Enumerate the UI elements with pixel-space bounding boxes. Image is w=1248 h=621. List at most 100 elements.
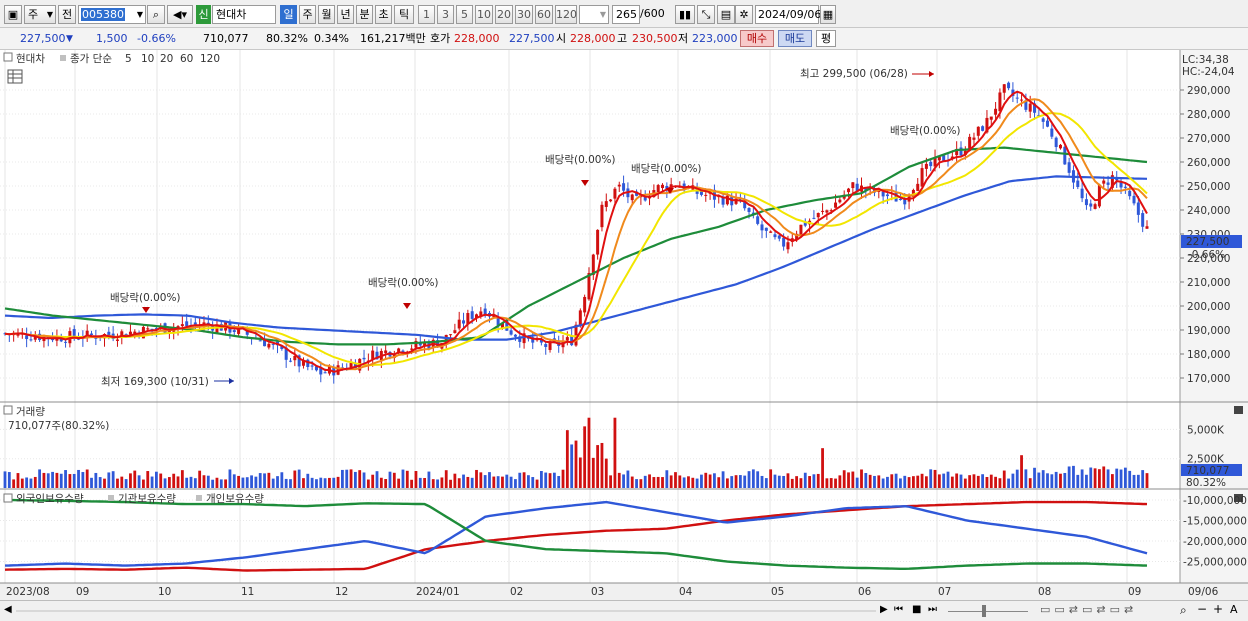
code-input[interactable]: 005380 ▼ (78, 5, 146, 24)
x-tick-label: 02 (510, 586, 523, 598)
minute-10-button[interactable]: 10 (475, 5, 493, 24)
price-tick-label: 260,000 (1187, 157, 1230, 169)
font-size-icon[interactable]: A (1230, 603, 1238, 616)
candle-body (1067, 162, 1071, 173)
open-label: 시 (556, 32, 567, 45)
candle-body (898, 198, 902, 201)
volume-bar (868, 474, 872, 488)
last-icon[interactable]: ⏭ (928, 604, 937, 615)
volume-bar (894, 473, 898, 488)
volume-bar (687, 476, 690, 488)
period-weekly-tab[interactable]: 주 (299, 5, 316, 24)
type-select[interactable]: 주 ▼ (24, 5, 56, 24)
volume-bar (384, 479, 388, 488)
candle-body (782, 237, 786, 247)
period-tick-tab[interactable]: 틱 (394, 5, 414, 24)
holdings-close-icon[interactable] (1234, 494, 1243, 502)
holdings-legend-box-icon[interactable] (3, 493, 13, 503)
zoom-out-icon[interactable]: − (1197, 602, 1208, 616)
minute-3-button[interactable]: 3 (437, 5, 454, 24)
volume-bar (1106, 469, 1110, 488)
period-daily-tab[interactable]: 일 (280, 5, 297, 24)
candle-body (539, 339, 543, 343)
x-tick-label: 06 (858, 586, 872, 598)
x-tick-label: 09 (76, 586, 89, 598)
scroll-track[interactable] (16, 610, 876, 612)
volume-bar (328, 477, 331, 488)
candle-body (847, 188, 851, 193)
count-input[interactable]: 265 (612, 5, 640, 24)
window-menu-icon[interactable]: ▣ (4, 5, 22, 24)
scroll-right-icon[interactable]: ▶ (880, 604, 888, 615)
search-icon[interactable]: ⌕ (147, 5, 165, 24)
period-monthly-tab[interactable]: 월 (318, 5, 335, 24)
zoom-slider[interactable] (948, 611, 1028, 612)
minute-1-button[interactable]: 1 (418, 5, 435, 24)
custom-period-select[interactable]: ▼ (579, 5, 609, 24)
low-price: 223,000 (692, 32, 738, 45)
date-input[interactable]: 2024/09/06 (755, 5, 821, 24)
minute-20-button[interactable]: 20 (495, 5, 513, 24)
first-icon[interactable]: ⏮ (894, 604, 903, 615)
zoom-slider-handle[interactable] (982, 605, 986, 617)
volume-bar (224, 479, 228, 488)
volume-bar (124, 479, 128, 488)
volume-bar (449, 479, 452, 488)
candle-body (500, 322, 504, 329)
volume-bar (1046, 473, 1049, 488)
speaker-icon[interactable]: ◀▾ (167, 5, 193, 24)
period-yearly-tab[interactable]: 년 (337, 5, 354, 24)
minute-30-button[interactable]: 30 (515, 5, 533, 24)
volume-bar (981, 474, 985, 488)
stock-name-field[interactable]: 현대차 (212, 5, 276, 24)
zoom-icon[interactable]: ⤡ (697, 5, 715, 24)
zoom-in-icon[interactable]: + (1213, 602, 1224, 616)
volume-bar (1050, 474, 1054, 488)
candle-body (1136, 202, 1140, 215)
volume-legend-box-icon[interactable] (3, 405, 13, 415)
stop-icon[interactable]: ■ (912, 604, 922, 615)
minute-60-button[interactable]: 60 (535, 5, 553, 24)
ma10-line (4, 98, 1148, 371)
calendar-icon[interactable]: ▦ (820, 5, 836, 24)
volume-bar (353, 471, 357, 488)
legend-box-icon[interactable] (3, 52, 13, 62)
price-tick-label: 280,000 (1187, 109, 1230, 121)
chart-svg[interactable]: 최고 299,500 (06/28) 최저 169,300 (10/31) 배당… (0, 50, 1248, 600)
save-icon[interactable]: ▤ (717, 5, 735, 24)
volume-bar (942, 473, 946, 488)
volume-bar (738, 475, 742, 488)
volume-bar (172, 473, 176, 488)
eval-button[interactable]: 평 (816, 30, 836, 47)
legend-ma120: 120 (200, 53, 220, 65)
volume-bar (185, 477, 189, 488)
gear-icon[interactable]: ✲ (735, 5, 753, 24)
dividend-annotation-3: 배당락(0.00%) (545, 154, 616, 166)
buy-button[interactable]: 매수 (740, 30, 774, 47)
candle-body (323, 372, 327, 374)
magnifier-icon[interactable]: ⌕ (1180, 603, 1187, 617)
volume-bar (7, 472, 11, 488)
minute-120-button[interactable]: 120 (555, 5, 577, 24)
sell-button[interactable]: 매도 (778, 30, 812, 47)
volume-bar (505, 474, 509, 488)
minute-5-button[interactable]: 5 (456, 5, 473, 24)
volume-bar (548, 473, 552, 488)
tool-icons[interactable]: ▭▭⇄▭⇄▭⇄ (1040, 603, 1138, 616)
hc-label: HC:-24,04 (1182, 66, 1235, 78)
period-second-tab[interactable]: 초 (375, 5, 392, 24)
scroll-left-icon[interactable]: ◀ (4, 604, 12, 615)
chart-type-icon[interactable]: ▮▮ (675, 5, 695, 24)
x-tick-label: 09 (1128, 586, 1141, 598)
period-minute-tab[interactable]: 분 (356, 5, 373, 24)
chart-area[interactable]: 최고 299,500 (06/28) 최저 169,300 (10/31) 배당… (0, 50, 1248, 600)
candle-body (310, 365, 314, 367)
dividend-annotation-5: 배당락(0.00%) (890, 125, 961, 137)
volume-close-icon[interactable] (1234, 406, 1243, 414)
table-icon[interactable] (7, 69, 23, 84)
last-price-tag-text: 227,500 (1186, 236, 1229, 248)
x-tick-label: 07 (938, 586, 951, 598)
candle-body (154, 328, 158, 330)
type-toggle[interactable]: 전 (58, 5, 76, 24)
dividend-annotation-1: 배당락(0.00%) (110, 292, 181, 304)
